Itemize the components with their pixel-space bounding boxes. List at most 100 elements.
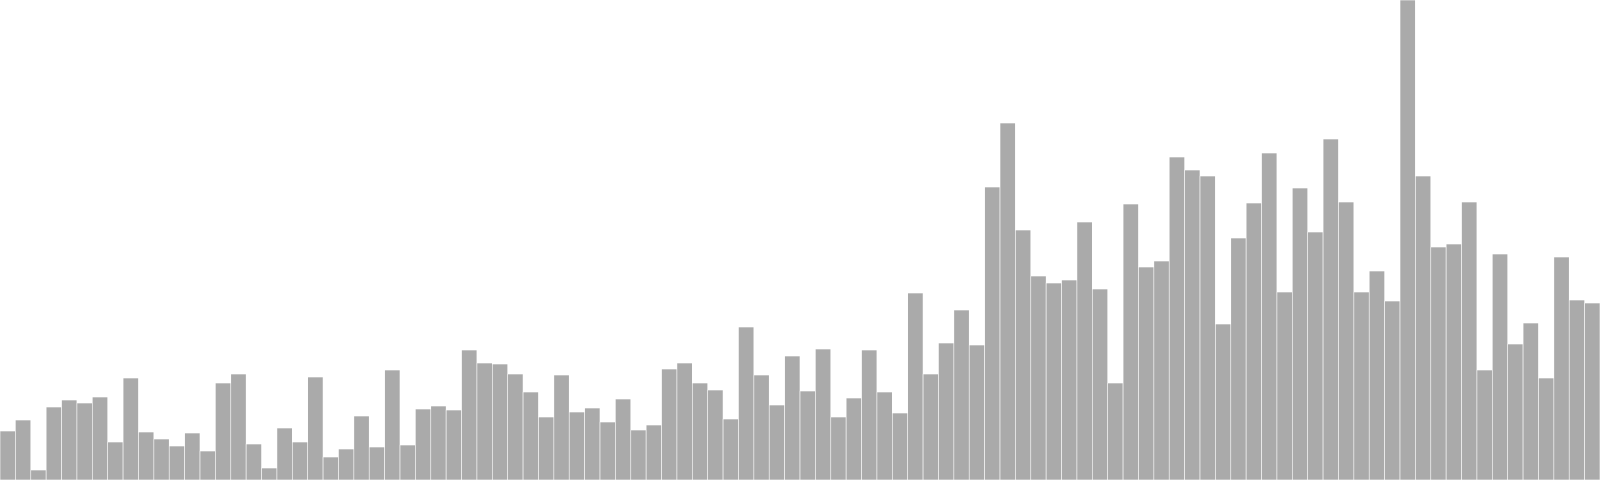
bar [676,362,693,480]
bar [138,431,155,480]
bar [1476,369,1493,480]
bar [245,443,262,480]
bar [1568,299,1585,480]
bar [1261,152,1278,480]
bar [230,373,247,480]
bar [753,374,770,480]
bar [45,406,62,480]
bar [430,405,447,480]
bar [692,382,708,480]
bar [168,445,185,480]
bar [338,448,355,480]
bar [445,409,462,480]
bar [0,430,16,480]
bar [76,402,93,480]
bar [1307,231,1324,480]
bar [1368,270,1385,480]
bar [568,411,585,480]
bar [15,419,32,480]
bar [876,391,893,480]
bar [92,396,108,480]
bar [1430,246,1447,480]
bar [661,368,678,480]
bar [892,412,908,480]
bar [1415,175,1432,480]
bar [261,467,278,480]
bar [307,376,324,480]
bar [30,469,47,480]
bar [922,373,939,480]
bar [1399,0,1416,480]
bar [1138,266,1155,480]
bar [492,363,508,480]
bar [476,362,493,480]
bar [1199,175,1216,480]
bar [415,408,432,480]
bar [538,416,555,480]
bar [953,309,970,480]
bar [1338,201,1355,480]
bar [1092,288,1108,480]
bar [722,418,739,480]
bar [1122,203,1139,480]
bar [61,399,78,480]
bar [1076,221,1093,480]
bar [122,377,139,480]
bar [999,122,1016,480]
bar [522,391,539,480]
bar [984,186,1001,480]
bar [584,407,601,480]
bar [184,432,201,480]
bar [861,349,878,480]
bar [553,374,570,480]
bar [215,382,232,480]
bar [1292,187,1308,480]
bar [799,390,816,480]
bar [738,326,755,480]
bar [1215,323,1232,480]
bar [1168,156,1185,480]
bar [1353,291,1370,480]
bar [768,404,785,480]
bar [1553,256,1570,480]
bar [384,369,401,480]
bar [1522,322,1539,480]
bar [1184,169,1201,480]
bar [938,342,955,480]
bar [1061,279,1078,480]
bar [1322,138,1339,480]
bar [1045,282,1062,480]
bar [968,344,985,480]
bar [645,424,662,480]
bar [845,397,862,480]
bar [1245,202,1262,480]
bar [1507,343,1524,480]
bar [399,444,416,480]
bar [1384,300,1401,480]
bar [507,373,524,480]
bar [599,421,616,480]
bar [1107,382,1124,480]
bar [276,427,293,480]
bar [292,441,308,480]
bar [107,441,124,480]
bar [907,292,924,480]
bar [322,456,339,480]
bar [353,415,370,480]
bar [1461,201,1478,480]
bar [1015,229,1032,480]
bar [153,438,170,480]
bar [199,450,216,480]
bar [615,398,632,480]
bar [707,389,724,480]
bar [1445,243,1462,480]
bar [1230,237,1247,480]
bar [630,429,647,480]
bar [1492,253,1508,480]
bar [1538,377,1555,480]
bar [1276,291,1293,480]
bar [1584,302,1600,480]
bar [1030,275,1047,480]
